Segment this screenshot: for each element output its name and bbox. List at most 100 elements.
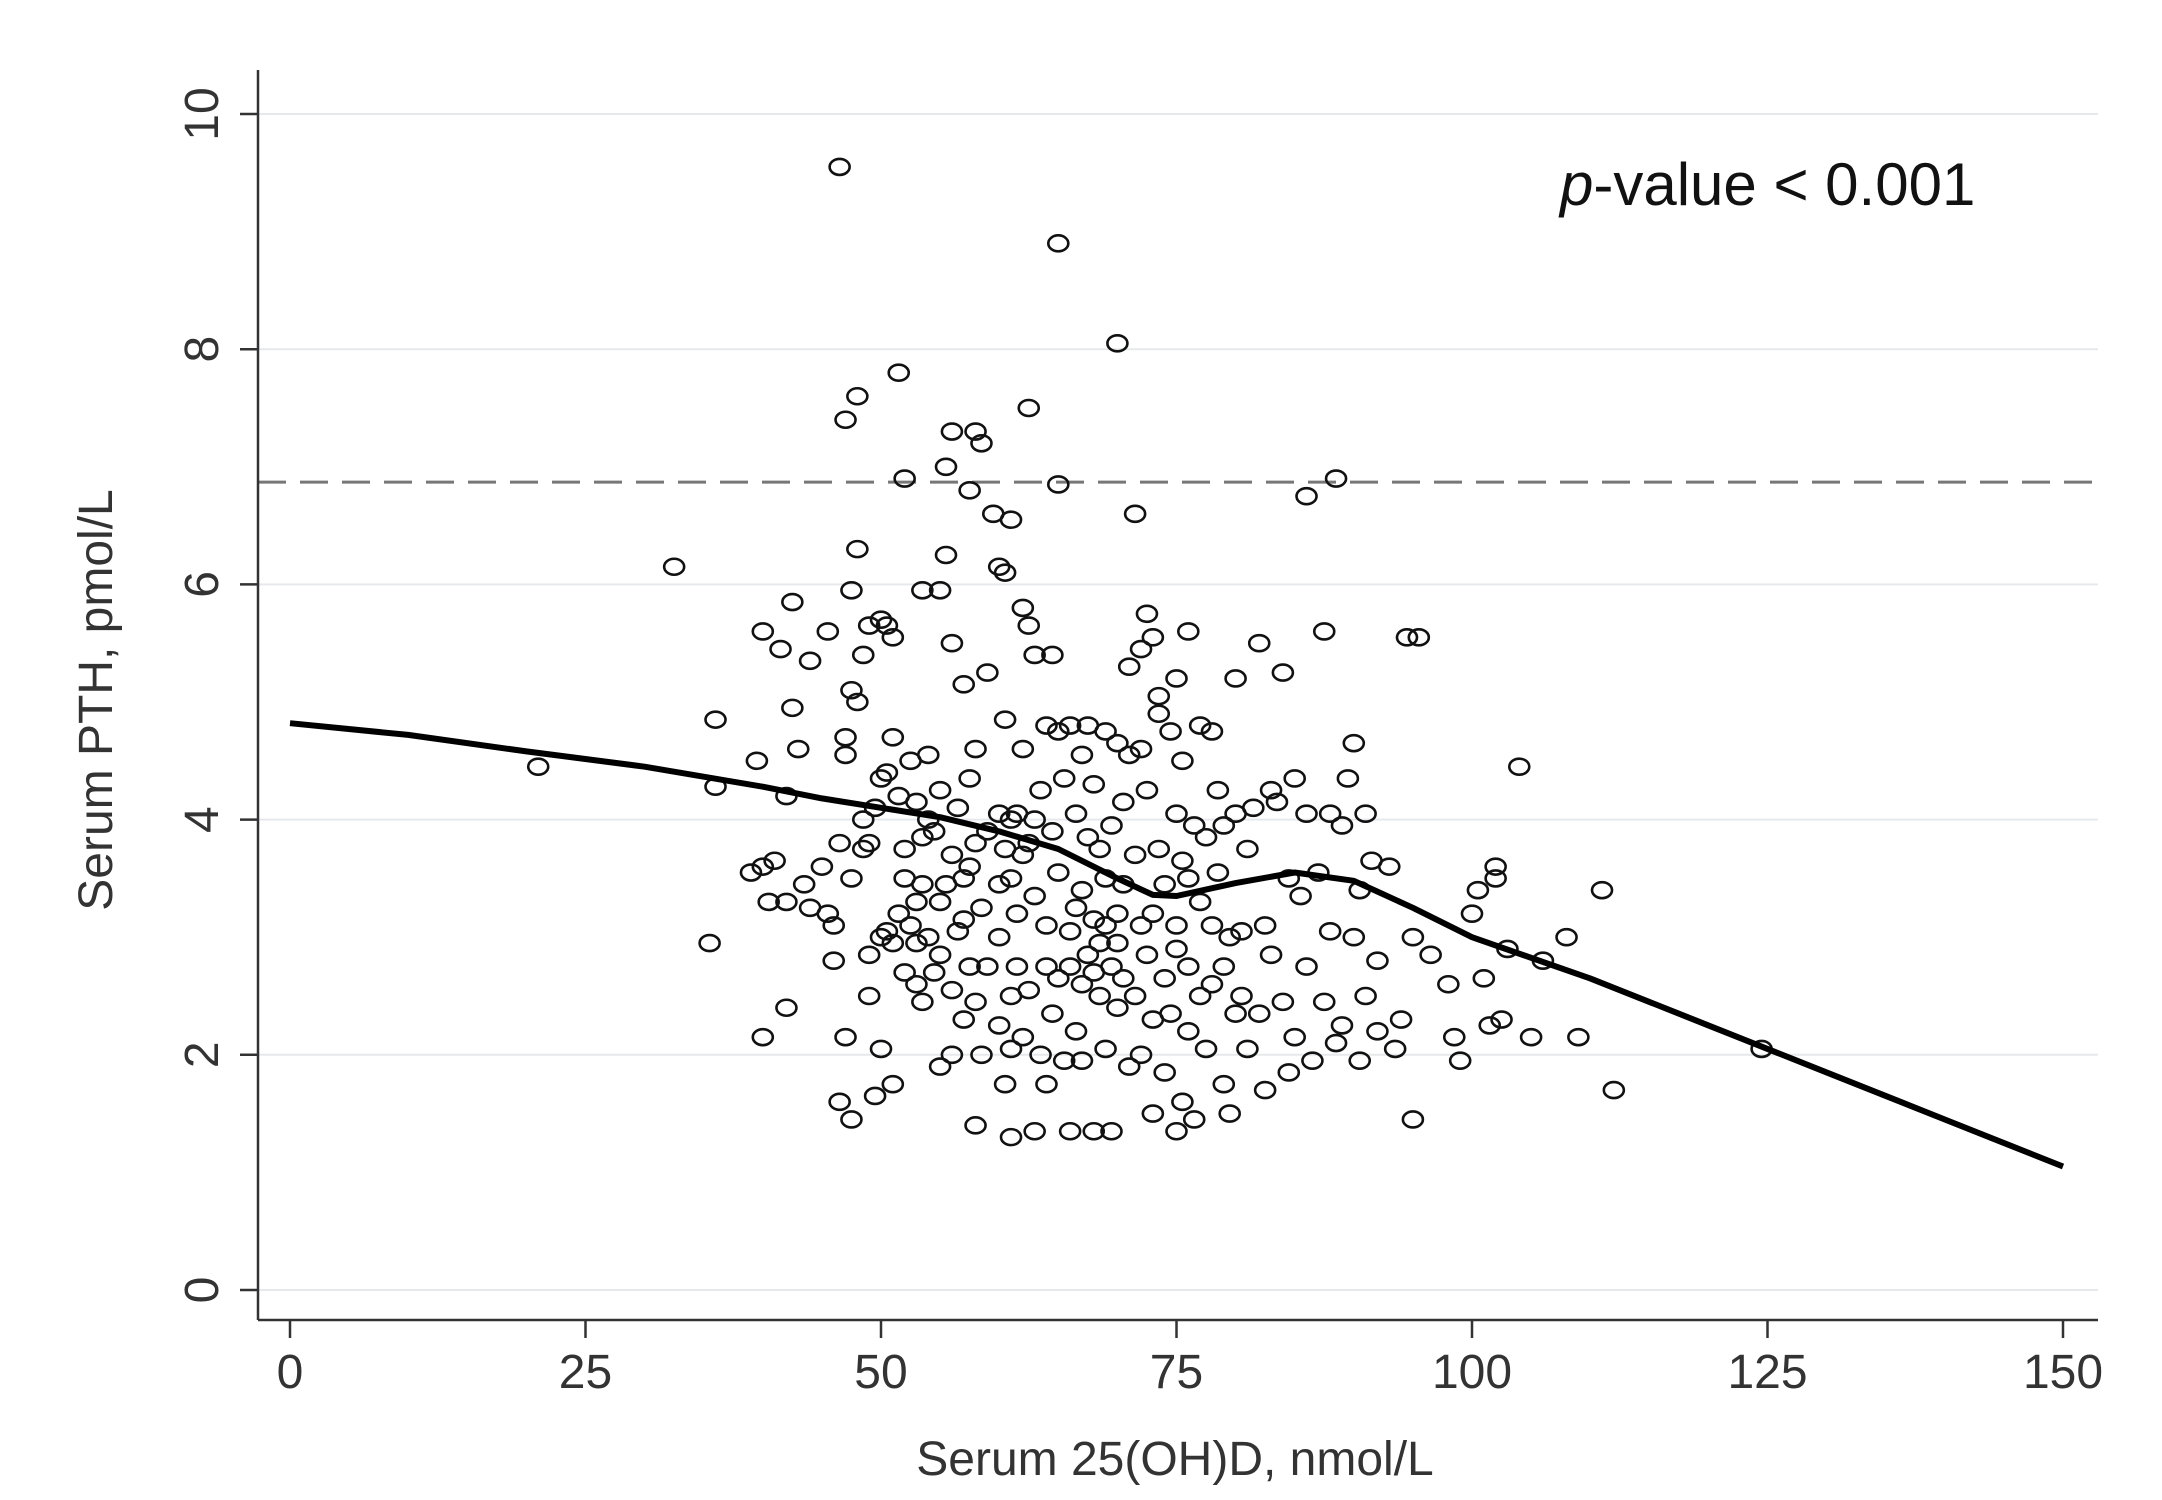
scatter-point (822, 916, 846, 935)
scatter-point (1212, 957, 1236, 976)
scatter-point (1324, 469, 1348, 488)
scatter-point (940, 422, 964, 441)
scatter-point (970, 433, 993, 453)
scatter-point (1507, 757, 1531, 776)
scatter-point (1106, 733, 1129, 753)
scatter-point (1052, 769, 1076, 788)
scatter-point (999, 869, 1023, 888)
scatter-point (810, 857, 834, 876)
scatter-point (1182, 1110, 1206, 1129)
scatter-point (1094, 1039, 1117, 1059)
scatter-point (1200, 722, 1224, 741)
scatter-point (911, 874, 934, 894)
scatter-point (1283, 1027, 1306, 1047)
scatter-point (999, 1039, 1023, 1059)
scatter-point (1023, 886, 1046, 906)
scatter-point (1047, 863, 1070, 882)
scatter-point (1082, 910, 1106, 929)
scatter-point (828, 157, 851, 177)
scatter-point (1106, 998, 1129, 1018)
scatter-point (1383, 1039, 1407, 1059)
scatter-point (751, 857, 775, 876)
scatter-point (1141, 904, 1165, 923)
scatter-point (1177, 957, 1200, 976)
scatter-point (739, 863, 763, 882)
x-tick-label: 150 (2023, 1346, 2103, 1399)
scatter-point (1159, 1004, 1182, 1023)
x-tick-label: 125 (1727, 1346, 1807, 1399)
scatter-point (1094, 916, 1117, 935)
scatter-point (1188, 716, 1212, 735)
scatter-point (1165, 669, 1188, 688)
scatter-point (1100, 957, 1123, 976)
scatter-point (792, 874, 816, 894)
scatter-point (1230, 922, 1253, 941)
scatter-point (1247, 1004, 1271, 1023)
scatter-point (1041, 645, 1064, 665)
scatter-point (1117, 1057, 1141, 1076)
scatter-point (840, 869, 863, 888)
scatter-point (1035, 957, 1058, 976)
scatter-point (1330, 816, 1354, 835)
scatter-point (911, 580, 934, 600)
scatter-point (846, 692, 869, 712)
scatter-point (1165, 1121, 1188, 1141)
scatter-point (1141, 628, 1165, 647)
scatter-point (1188, 986, 1212, 1006)
scatter-point (1047, 969, 1070, 988)
scatter-point (1194, 1039, 1218, 1059)
scatter-point (662, 557, 686, 577)
scatter-point (940, 845, 964, 865)
scatter-point (1318, 804, 1342, 824)
scatter-point (1289, 886, 1312, 906)
fit-line (289, 720, 2065, 1170)
scatter-point (798, 651, 822, 671)
scatter-point (922, 963, 946, 982)
scatter-point (1200, 916, 1224, 935)
scatter-point (1123, 845, 1147, 865)
scatter-point (1555, 927, 1578, 947)
scatter-point (1135, 604, 1159, 624)
scatter-point (840, 680, 863, 700)
scatter-point (851, 839, 875, 859)
scatter-point (1354, 804, 1377, 824)
scatter-point (1041, 1004, 1064, 1023)
scatter-point (1058, 716, 1082, 735)
x-tick-label: 75 (1150, 1346, 1203, 1399)
scatter-point (869, 610, 893, 629)
scatter-point (1041, 822, 1064, 841)
scatter-point (781, 592, 804, 612)
scatter-point (875, 616, 899, 635)
scatter-point (1342, 927, 1366, 947)
scatter-point (1117, 745, 1141, 765)
scatter-point (958, 857, 981, 876)
scatter-point (1147, 839, 1171, 859)
scatter-point (1088, 839, 1111, 859)
scatter-point (1448, 1051, 1472, 1070)
scatter-point (840, 1110, 863, 1129)
scatter-point (1177, 869, 1200, 888)
scatter-point (1070, 880, 1094, 900)
y-tick-label: 0 (176, 1277, 229, 1304)
scatter-point (1017, 398, 1041, 418)
scatter-point (1088, 933, 1111, 953)
scatter-point (1336, 769, 1360, 788)
scatter-point (987, 927, 1011, 947)
scatter-point (952, 869, 976, 888)
scatter-point (928, 892, 952, 912)
scatter-point (987, 557, 1011, 577)
scatter-point (1070, 745, 1094, 765)
scatter-point (846, 386, 869, 406)
scatter-point (946, 922, 970, 941)
scatter-point (946, 798, 970, 818)
scatter-point (1259, 780, 1283, 800)
scatter-point (1194, 827, 1218, 847)
scatter-point (1490, 1010, 1513, 1029)
scatter-point (1437, 974, 1460, 994)
scatter-point (1100, 816, 1123, 835)
scatter-point (1106, 334, 1129, 353)
scatter-point (1035, 716, 1058, 735)
scatter-point (1100, 1121, 1123, 1141)
